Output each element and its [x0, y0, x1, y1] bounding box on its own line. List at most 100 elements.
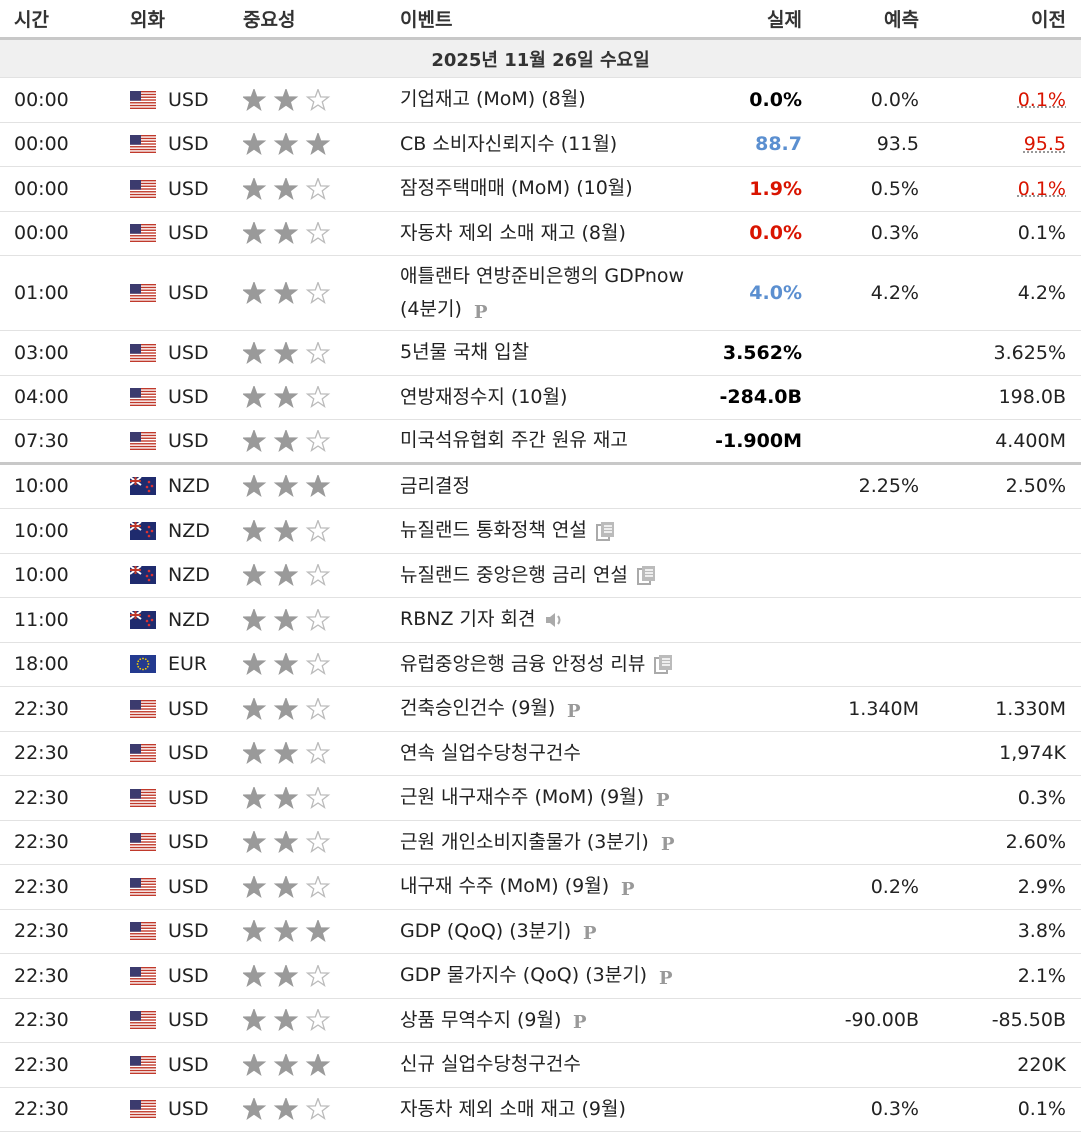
actual-value: -1.900M	[715, 429, 802, 452]
importance-star	[273, 1053, 299, 1076]
flag-part	[130, 146, 156, 148]
importance-star	[305, 920, 331, 943]
flag-part	[139, 658, 142, 661]
importance-star	[273, 653, 299, 676]
forecast-value: -90.00B	[844, 1009, 919, 1032]
currency: USD	[168, 875, 209, 898]
event-row: 00:00 USD 자동차 제외 소매 재고 (8월) 0.0% 0.3% 0.1%	[0, 212, 1081, 256]
event-row: 10:00 NZD 뉴질랜드 중앙은행 금리 연설	[0, 554, 1081, 598]
importance-star	[243, 386, 267, 409]
flag-part	[130, 1011, 141, 1021]
column-header: 중요성	[243, 9, 296, 31]
importance-star	[305, 964, 331, 987]
event-cell: RBNZ 기자 회견	[400, 599, 700, 640]
flag-part	[144, 658, 147, 661]
currency: USD	[168, 386, 209, 409]
importance-stars	[243, 282, 331, 304]
flag-part	[130, 877, 156, 880]
flag-part	[130, 1055, 141, 1066]
event-name: 연방재정수지 (10월)	[400, 385, 568, 408]
flag-part	[130, 788, 156, 791]
flag-part	[130, 431, 141, 442]
flag-part	[130, 1027, 156, 1030]
flag-part	[130, 849, 156, 852]
importance-star	[273, 742, 299, 765]
importance-star	[305, 831, 331, 854]
flag-part	[130, 357, 156, 359]
event-row: 22:30 USD 근원 내구재수주 (MoM) (9월) P 0.3%	[0, 776, 1081, 821]
flag-part	[130, 1066, 156, 1069]
flag-part	[130, 182, 156, 184]
importance-star	[273, 475, 299, 498]
flag-part	[130, 149, 156, 151]
flag-part	[137, 660, 140, 663]
time: 22:30	[14, 786, 69, 809]
event-name: 잠정주택매매 (MoM) (10월)	[400, 177, 633, 200]
importance-star	[243, 608, 267, 631]
preliminary-icon: P	[659, 968, 673, 987]
event-name: 뉴질랜드 통화정책 연설	[400, 519, 587, 542]
actual-value: 0.0%	[749, 222, 802, 245]
flag-part	[147, 623, 151, 627]
previous-value: 0.1%	[1017, 177, 1066, 200]
currency: USD	[168, 1009, 209, 1032]
event-name: 연속 실업수당청구건수	[400, 741, 581, 764]
flag-part	[145, 530, 149, 534]
previous-value: 4.400M	[995, 429, 1066, 452]
importance-stars	[243, 742, 331, 765]
flag-part	[130, 799, 156, 802]
event-cell: CB 소비자신뢰지수 (11월)	[400, 124, 700, 165]
currency: USD	[168, 133, 209, 156]
flag-part	[130, 402, 156, 404]
event-row: 22:30 USD 연속 실업수당청구건수 1,974K	[0, 732, 1081, 776]
flag-part	[130, 841, 156, 843]
flag-part	[130, 1019, 156, 1021]
date-row: 2025년 11월 26일 수요일	[0, 40, 1081, 78]
event-cell: 연속 실업수당청구건수	[400, 733, 700, 774]
date-label: 2025년 11월 26일 수요일	[431, 49, 650, 71]
importance-star	[243, 1009, 267, 1032]
flag-part	[145, 574, 149, 578]
flag-part	[130, 1058, 156, 1060]
flag-part	[130, 655, 156, 674]
flag-part	[130, 343, 156, 346]
flag-part	[130, 143, 156, 145]
flag-icon	[130, 224, 156, 243]
audio-icon	[557, 615, 561, 625]
event-icon: P	[567, 701, 581, 720]
importance-star	[273, 519, 299, 542]
flag-part	[130, 1072, 156, 1074]
event-cell: GDP 물가지수 (QoQ) (3분기) P	[400, 955, 700, 996]
preliminary-icon: P	[621, 879, 635, 898]
flag-icon	[130, 1011, 156, 1030]
flag-part	[130, 1108, 156, 1110]
flag-part	[130, 404, 156, 407]
flag-part	[130, 297, 156, 300]
flag-part	[130, 566, 141, 575]
flag-part	[147, 569, 151, 573]
currency: NZD	[168, 608, 210, 631]
currency: NZD	[168, 519, 210, 542]
flag-part	[130, 445, 156, 447]
time: 00:00	[14, 177, 69, 200]
time: 22:30	[14, 920, 69, 943]
event-icon: P	[661, 834, 675, 853]
forecast-value: 0.0%	[870, 88, 919, 111]
previous-value: 198.0B	[998, 386, 1066, 409]
flag-part	[130, 788, 141, 799]
importance-star	[243, 222, 267, 245]
event-row: 22:30 USD 상품 무역수지 (9월) P -90.00B -85.50B	[0, 999, 1081, 1043]
flag-part	[130, 193, 156, 195]
event-name: CB 소비자신뢰지수 (11월)	[400, 132, 618, 155]
importance-star	[273, 831, 299, 854]
event-row: 22:30 USD 근원 개인소비지출물가 (3분기) P 2.60%	[0, 821, 1081, 865]
flag-part	[130, 797, 156, 799]
importance-star	[243, 964, 267, 987]
forecast-value: 93.5	[876, 133, 919, 156]
actual-value: -284.0B	[719, 386, 802, 409]
flag-part	[130, 448, 156, 450]
flag-part	[150, 529, 154, 533]
flag-icon	[130, 388, 156, 407]
flag-part	[130, 716, 156, 718]
flag-part	[130, 758, 156, 760]
